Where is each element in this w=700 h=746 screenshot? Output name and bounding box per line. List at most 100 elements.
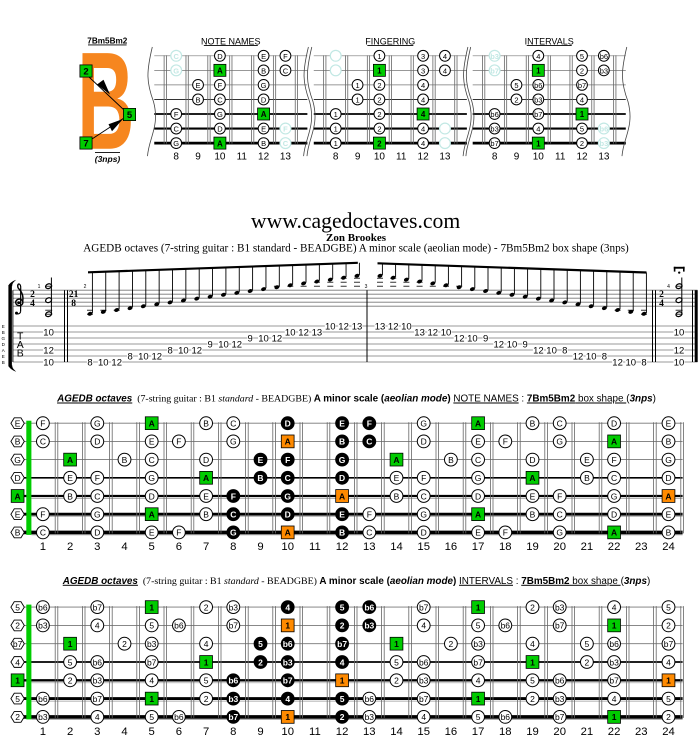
svg-text:G: G [173,139,179,148]
svg-text:5: 5 [580,125,584,134]
svg-text:10: 10 [43,327,54,338]
svg-text:8: 8 [87,357,92,368]
svg-text:B: B [339,528,345,538]
svg-text:E: E [2,354,5,359]
svg-text:E: E [15,510,21,520]
svg-text:13: 13 [363,726,376,738]
svg-text:G: G [14,455,21,465]
svg-text:1: 1 [334,110,338,119]
svg-text:b7: b7 [555,712,565,722]
svg-text:F: F [218,81,223,90]
svg-text:10: 10 [285,327,296,338]
svg-text:10: 10 [507,339,518,350]
svg-text:B: B [261,66,266,75]
svg-text:A: A [15,491,21,501]
svg-text:b7: b7 [555,621,565,631]
svg-text:A: A [2,348,5,353]
svg-text:8: 8 [173,152,179,163]
svg-text:C: C [283,66,289,75]
svg-text:b6: b6 [228,676,238,686]
svg-text:E: E [2,324,5,329]
svg-text:16: 16 [445,541,458,553]
svg-text:F: F [611,455,616,465]
svg-text:A: A [475,510,481,520]
svg-text:4: 4 [421,712,426,722]
svg-text:8: 8 [641,357,646,368]
svg-text:13: 13 [363,541,376,553]
svg-text:A: A [17,340,24,351]
svg-text:4: 4 [421,81,425,90]
svg-text:F: F [176,528,181,538]
svg-text:10: 10 [586,351,597,362]
svg-text:A: A [475,419,481,429]
svg-text:b7: b7 [13,639,23,649]
svg-text:b7: b7 [473,657,483,667]
svg-text:23: 23 [635,541,648,553]
svg-text:B: B [339,437,345,447]
svg-text:13: 13 [439,152,451,163]
svg-text:E: E [203,491,209,501]
svg-text:1: 1 [612,621,617,631]
svg-text:E: E [149,437,155,447]
svg-text:B: B [257,473,263,483]
svg-text:15: 15 [417,541,430,553]
svg-text:5: 5 [149,712,154,722]
svg-text:F: F [367,510,372,520]
svg-text:1: 1 [394,639,399,649]
svg-text:D: D [285,510,291,520]
svg-text:2: 2 [204,694,209,704]
svg-text:5: 5 [68,657,73,667]
svg-text:b3: b3 [473,639,483,649]
svg-text:1: 1 [612,712,617,722]
svg-text:10: 10 [218,339,229,350]
svg-text:4: 4 [30,299,35,309]
svg-text:1: 1 [356,96,360,105]
svg-text:E: E [666,419,672,429]
svg-text:b6: b6 [555,676,565,686]
svg-text:F: F [40,510,45,520]
svg-text:12: 12 [336,541,349,553]
svg-text:4: 4 [285,694,290,704]
svg-text:8: 8 [71,299,76,309]
svg-text:10: 10 [533,152,545,163]
svg-text:9: 9 [257,726,263,738]
svg-text:b7: b7 [490,139,498,148]
svg-text:5: 5 [15,694,20,704]
svg-text:3: 3 [94,541,100,553]
svg-text:10: 10 [43,357,54,368]
svg-text:D: D [15,473,21,483]
svg-text:13: 13 [414,327,425,338]
svg-text:5: 5 [15,602,20,612]
svg-text:b7: b7 [578,81,586,90]
svg-text:22: 22 [608,726,621,738]
svg-text:F: F [367,419,372,429]
svg-text:2: 2 [68,676,73,686]
svg-text:9: 9 [207,339,212,350]
svg-text:E: E [261,125,266,134]
svg-text:b6: b6 [38,602,48,612]
svg-text:B: B [530,510,536,520]
svg-text:5: 5 [585,639,590,649]
svg-text:12: 12 [454,333,465,344]
svg-text:F: F [283,52,288,61]
svg-text:2: 2 [340,621,345,631]
svg-text:B: B [584,473,590,483]
svg-text:1: 1 [340,676,345,686]
svg-text:E: E [475,437,481,447]
svg-text:C: C [421,491,427,501]
svg-text:4: 4 [149,676,154,686]
svg-text:2: 2 [377,110,381,119]
svg-text:Zon Brookes: Zon Brookes [326,232,387,244]
svg-text:b6: b6 [365,694,375,704]
svg-text:18: 18 [499,726,512,738]
svg-text:b3: b3 [419,676,429,686]
svg-text:E: E [258,455,264,465]
svg-text:F: F [285,455,290,465]
svg-text:E: E [149,528,155,538]
svg-text:4: 4 [476,676,481,686]
svg-text:14: 14 [390,726,403,738]
svg-text:B: B [666,528,672,538]
svg-text:5: 5 [394,657,399,667]
svg-text:b6: b6 [534,81,542,90]
svg-text:1: 1 [536,67,541,76]
